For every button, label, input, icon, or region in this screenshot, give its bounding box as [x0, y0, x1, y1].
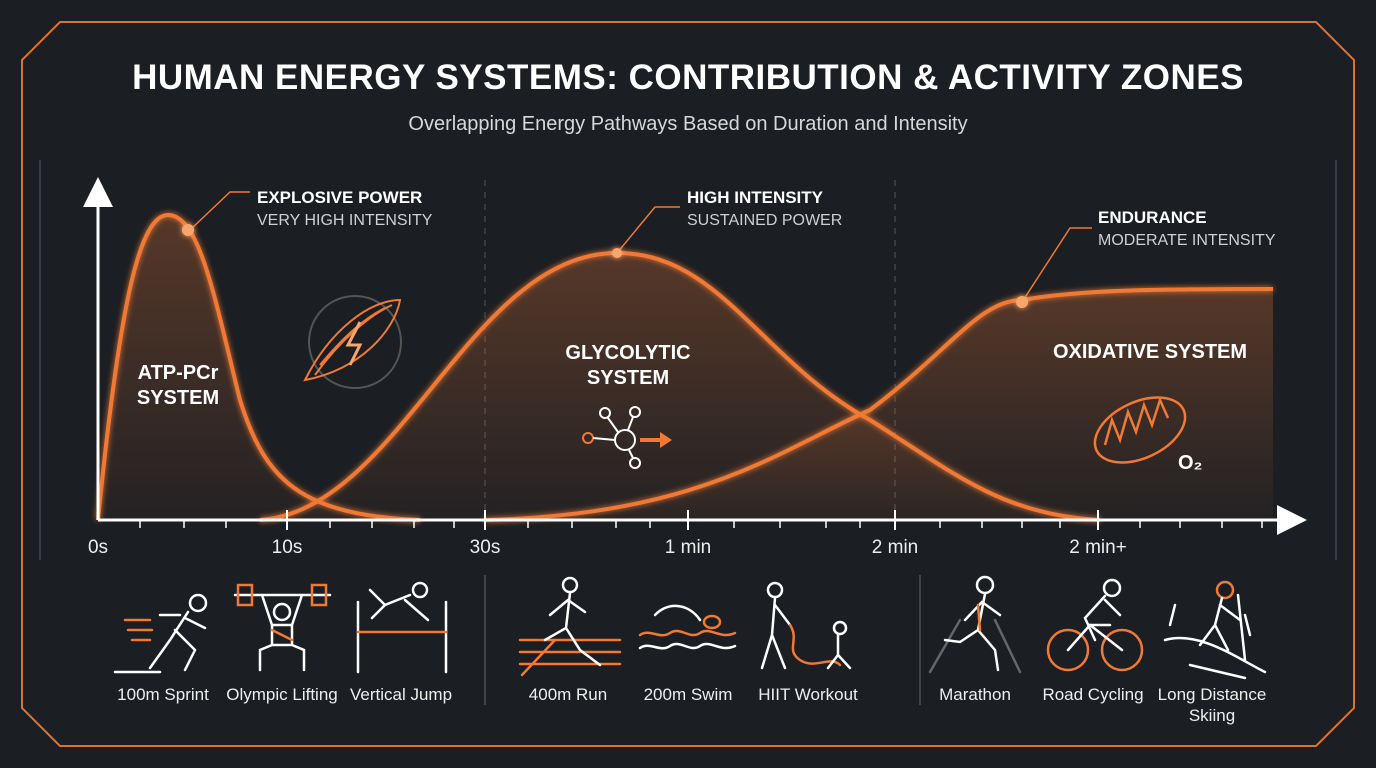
high-jump-icon: [356, 581, 448, 674]
system-name: OXIDATIVE SYSTEM: [1052, 341, 1248, 363]
runner-track-icon: [518, 576, 622, 677]
system-name: ATP-PCr: [137, 362, 219, 384]
activity-label: 400m Run: [528, 685, 608, 704]
oxi-leader: [1021, 227, 1092, 303]
oxi-marker: [1016, 296, 1028, 308]
annotation-title: HIGH INTENSITY: [687, 188, 824, 207]
x-tick-label: 30s: [469, 537, 501, 558]
oxidative-annotation: ENDURANCE MODERATE INTENSITY: [1098, 208, 1276, 250]
activity-label: HIIT Workout: [758, 685, 858, 704]
atp-area: [98, 215, 420, 520]
oxidative-label: OXIDATIVE SYSTEM: [1030, 340, 1270, 365]
glycolytic-label: GLYCOLYTIC SYSTEM: [548, 341, 708, 391]
annotation-subtitle: MODERATE INTENSITY: [1098, 232, 1276, 249]
atp-annotation: EXPLOSIVE POWER VERY HIGH INTENSITY: [257, 188, 432, 230]
x-tick-label: 10s: [271, 537, 303, 558]
page-title: HUMAN ENERGY SYSTEMS: CONTRIBUTION & ACT…: [132, 58, 1244, 97]
atp-pcr-label: ATP-PCr SYSTEM: [120, 361, 236, 411]
activity-label: 200m Swim: [643, 685, 733, 704]
atp-peak-marker: [182, 224, 194, 236]
swimmer-icon: [638, 604, 737, 650]
glycolytic-annotation: HIGH INTENSITY SUSTAINED POWER: [687, 188, 842, 230]
x-axis-major-ticks: [286, 510, 1099, 530]
cyclist-icon: [1046, 578, 1144, 672]
skier-icon: [1163, 580, 1267, 680]
activity-label-line2: Skiing: [1188, 706, 1236, 725]
activity-label: Olympic Lifting: [226, 685, 338, 704]
x-axis-minor-ticks: [139, 520, 1263, 528]
system-name: GLYCOLYTIC: [565, 342, 691, 364]
o2-label: O₂: [1178, 452, 1203, 474]
annotation-title: ENDURANCE: [1098, 208, 1207, 227]
frame-border: [21, 21, 1355, 747]
system-name: SYSTEM: [586, 367, 670, 389]
glycolytic-curve: [259, 250, 1101, 522]
mitochondria-icon: [1093, 396, 1187, 464]
x-tick-label: 2 min+: [1069, 537, 1127, 558]
glyco-leader: [616, 206, 680, 254]
activity-label: 100m Sprint: [117, 685, 209, 704]
marathon-runner-icon: [928, 575, 1022, 674]
activity-label: Vertical Jump: [349, 685, 453, 704]
activity-label-line1: Long Distance: [1157, 685, 1267, 704]
weightlifter-icon: [233, 583, 332, 672]
annotation-subtitle: VERY HIGH INTENSITY: [257, 212, 433, 229]
x-tick-label: 2 min: [871, 537, 919, 558]
sprinter-icon: [113, 593, 208, 674]
x-tick-label: 1 min: [664, 537, 712, 558]
molecule-arrow-icon: [582, 406, 672, 469]
activity-label: Road Cycling: [1042, 685, 1144, 704]
frame-inner: [39, 160, 1337, 560]
atp-leader: [189, 191, 250, 231]
muscle-lightning-icon: [303, 295, 402, 389]
glyco-peak-marker: [612, 248, 622, 258]
annotation-title: EXPLOSIVE POWER: [257, 188, 423, 207]
atp-pcr-curve: [96, 212, 421, 522]
system-name: SYSTEM: [136, 387, 220, 409]
activity-label: Long Distance Skiing: [1158, 684, 1267, 726]
activity-label: Marathon: [939, 685, 1011, 704]
page-subtitle: Overlapping Energy Pathways Based on Dur…: [408, 113, 968, 135]
battle-ropes-icon: [760, 581, 852, 670]
oxidative-curve: [484, 287, 1274, 522]
annotation-subtitle: SUSTAINED POWER: [687, 212, 843, 229]
x-tick-label: 0s: [87, 537, 109, 558]
